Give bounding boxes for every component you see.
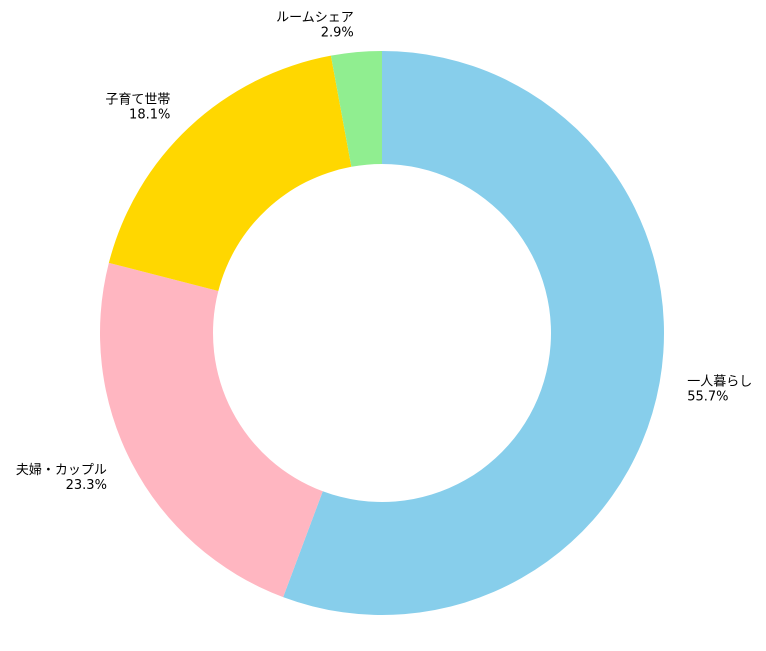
donut-slice bbox=[283, 51, 665, 615]
donut-slice bbox=[108, 55, 352, 291]
slice-label: 夫婦・カップル 23.3% bbox=[16, 462, 107, 493]
value-label: 18.1% bbox=[129, 108, 170, 123]
donut-slice bbox=[99, 262, 323, 598]
category-label: 子育て世帯 bbox=[105, 92, 170, 108]
category-label: ルームシェア bbox=[276, 10, 354, 25]
donut-slice bbox=[330, 51, 382, 167]
slice-label: 一人暮らし 55.7% bbox=[687, 375, 752, 405]
category-label: 夫婦・カップル bbox=[16, 462, 107, 478]
slice-label: 子育て世帯 18.1% bbox=[105, 92, 170, 123]
slice-label: ルームシェア 2.9% bbox=[276, 10, 354, 40]
value-label: 2.9% bbox=[321, 25, 354, 40]
value-label: 23.3% bbox=[66, 478, 107, 493]
value-label: 55.7% bbox=[687, 390, 728, 405]
category-label: 一人暮らし bbox=[687, 375, 752, 390]
